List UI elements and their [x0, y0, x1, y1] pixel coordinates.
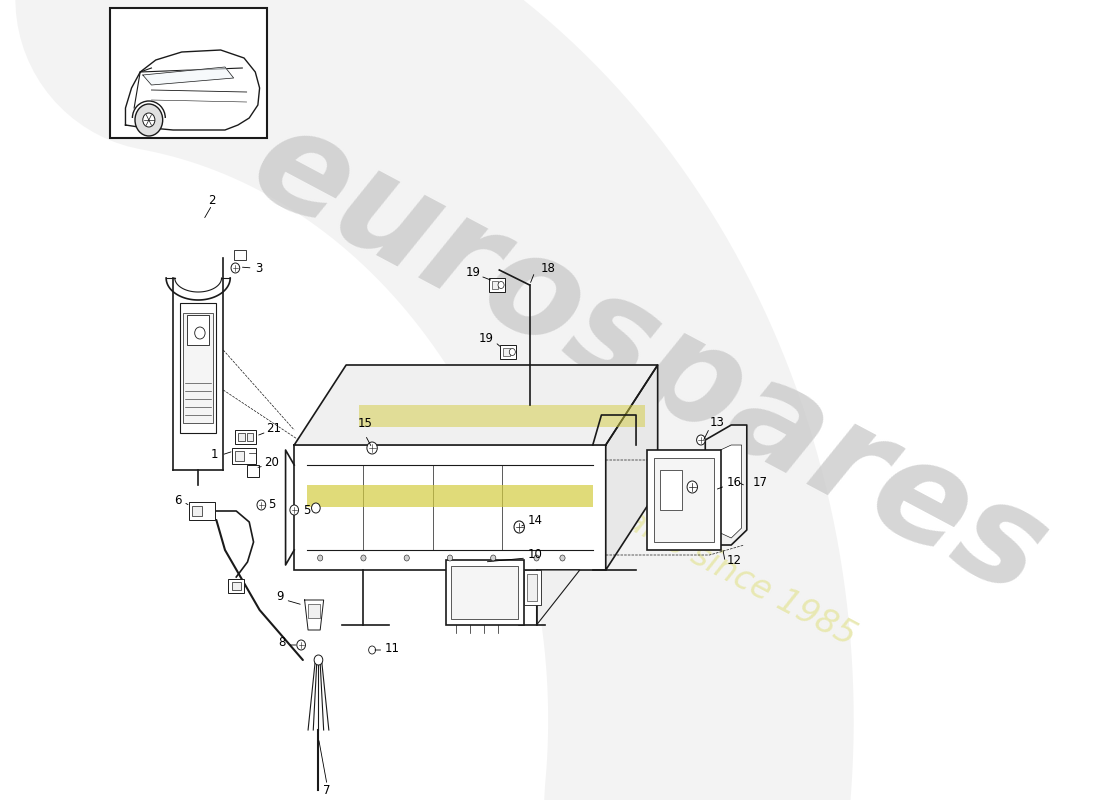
- Bar: [233, 250, 245, 260]
- Text: 18: 18: [541, 262, 556, 274]
- Text: 17: 17: [752, 475, 768, 489]
- Text: 15: 15: [358, 417, 373, 430]
- Text: 12: 12: [727, 554, 741, 566]
- Polygon shape: [305, 600, 323, 630]
- Circle shape: [560, 555, 565, 561]
- Bar: [524, 570, 541, 605]
- Bar: [308, 604, 320, 618]
- Bar: [527, 574, 538, 601]
- Bar: [187, 315, 209, 345]
- Circle shape: [290, 505, 298, 515]
- Circle shape: [688, 481, 697, 493]
- Text: 14: 14: [528, 514, 543, 526]
- Bar: [232, 582, 241, 590]
- Bar: [110, 8, 266, 138]
- Polygon shape: [125, 50, 260, 130]
- Text: 5: 5: [268, 498, 276, 511]
- Bar: [184, 313, 213, 423]
- Circle shape: [514, 521, 525, 533]
- Circle shape: [195, 327, 205, 339]
- Bar: [446, 560, 524, 625]
- Text: 8: 8: [278, 635, 286, 649]
- Bar: [500, 345, 516, 359]
- Text: 2: 2: [208, 194, 216, 206]
- Circle shape: [368, 646, 375, 654]
- Bar: [294, 445, 606, 570]
- Text: 19: 19: [478, 331, 493, 345]
- Circle shape: [509, 349, 515, 355]
- Circle shape: [257, 500, 266, 510]
- Polygon shape: [294, 365, 658, 445]
- Polygon shape: [710, 445, 741, 538]
- Circle shape: [311, 503, 320, 513]
- Circle shape: [534, 555, 539, 561]
- Bar: [235, 430, 256, 444]
- Circle shape: [448, 555, 452, 561]
- Text: 3: 3: [255, 262, 263, 274]
- Bar: [229, 579, 244, 593]
- Text: 6: 6: [174, 494, 182, 506]
- Polygon shape: [537, 570, 580, 625]
- Circle shape: [315, 655, 322, 665]
- Bar: [180, 303, 217, 433]
- Text: 16: 16: [727, 475, 741, 489]
- Text: 19: 19: [465, 266, 481, 278]
- Text: 9: 9: [276, 590, 284, 602]
- Text: eurospares: eurospares: [230, 94, 1068, 626]
- Bar: [238, 433, 245, 441]
- Circle shape: [143, 113, 155, 127]
- Bar: [488, 278, 505, 292]
- Bar: [647, 450, 720, 550]
- Bar: [503, 348, 509, 356]
- Text: 13: 13: [710, 415, 725, 429]
- Bar: [192, 506, 202, 516]
- Text: 21: 21: [266, 422, 282, 434]
- Text: 20: 20: [264, 455, 278, 469]
- Bar: [492, 281, 498, 289]
- Circle shape: [367, 442, 377, 454]
- Circle shape: [231, 263, 240, 273]
- Polygon shape: [606, 365, 658, 570]
- Polygon shape: [705, 425, 747, 545]
- Bar: [246, 465, 258, 477]
- Text: 7: 7: [323, 783, 331, 797]
- Text: a passion for parts since 1985: a passion for parts since 1985: [402, 387, 862, 653]
- Bar: [451, 566, 518, 619]
- Text: 11: 11: [385, 642, 400, 654]
- Circle shape: [297, 640, 306, 650]
- Bar: [188, 502, 214, 520]
- Circle shape: [135, 104, 163, 136]
- Circle shape: [498, 282, 504, 289]
- Bar: [660, 470, 682, 510]
- Circle shape: [361, 555, 366, 561]
- Bar: [359, 405, 645, 427]
- Bar: [307, 485, 593, 507]
- Bar: [654, 458, 714, 542]
- Text: 1: 1: [210, 449, 218, 462]
- Circle shape: [318, 555, 322, 561]
- Circle shape: [491, 555, 496, 561]
- Circle shape: [696, 435, 705, 445]
- Bar: [232, 448, 256, 464]
- Bar: [235, 451, 244, 461]
- Bar: [248, 433, 253, 441]
- Polygon shape: [143, 67, 233, 85]
- Text: 5: 5: [302, 503, 310, 517]
- Text: 10: 10: [528, 549, 542, 562]
- Circle shape: [404, 555, 409, 561]
